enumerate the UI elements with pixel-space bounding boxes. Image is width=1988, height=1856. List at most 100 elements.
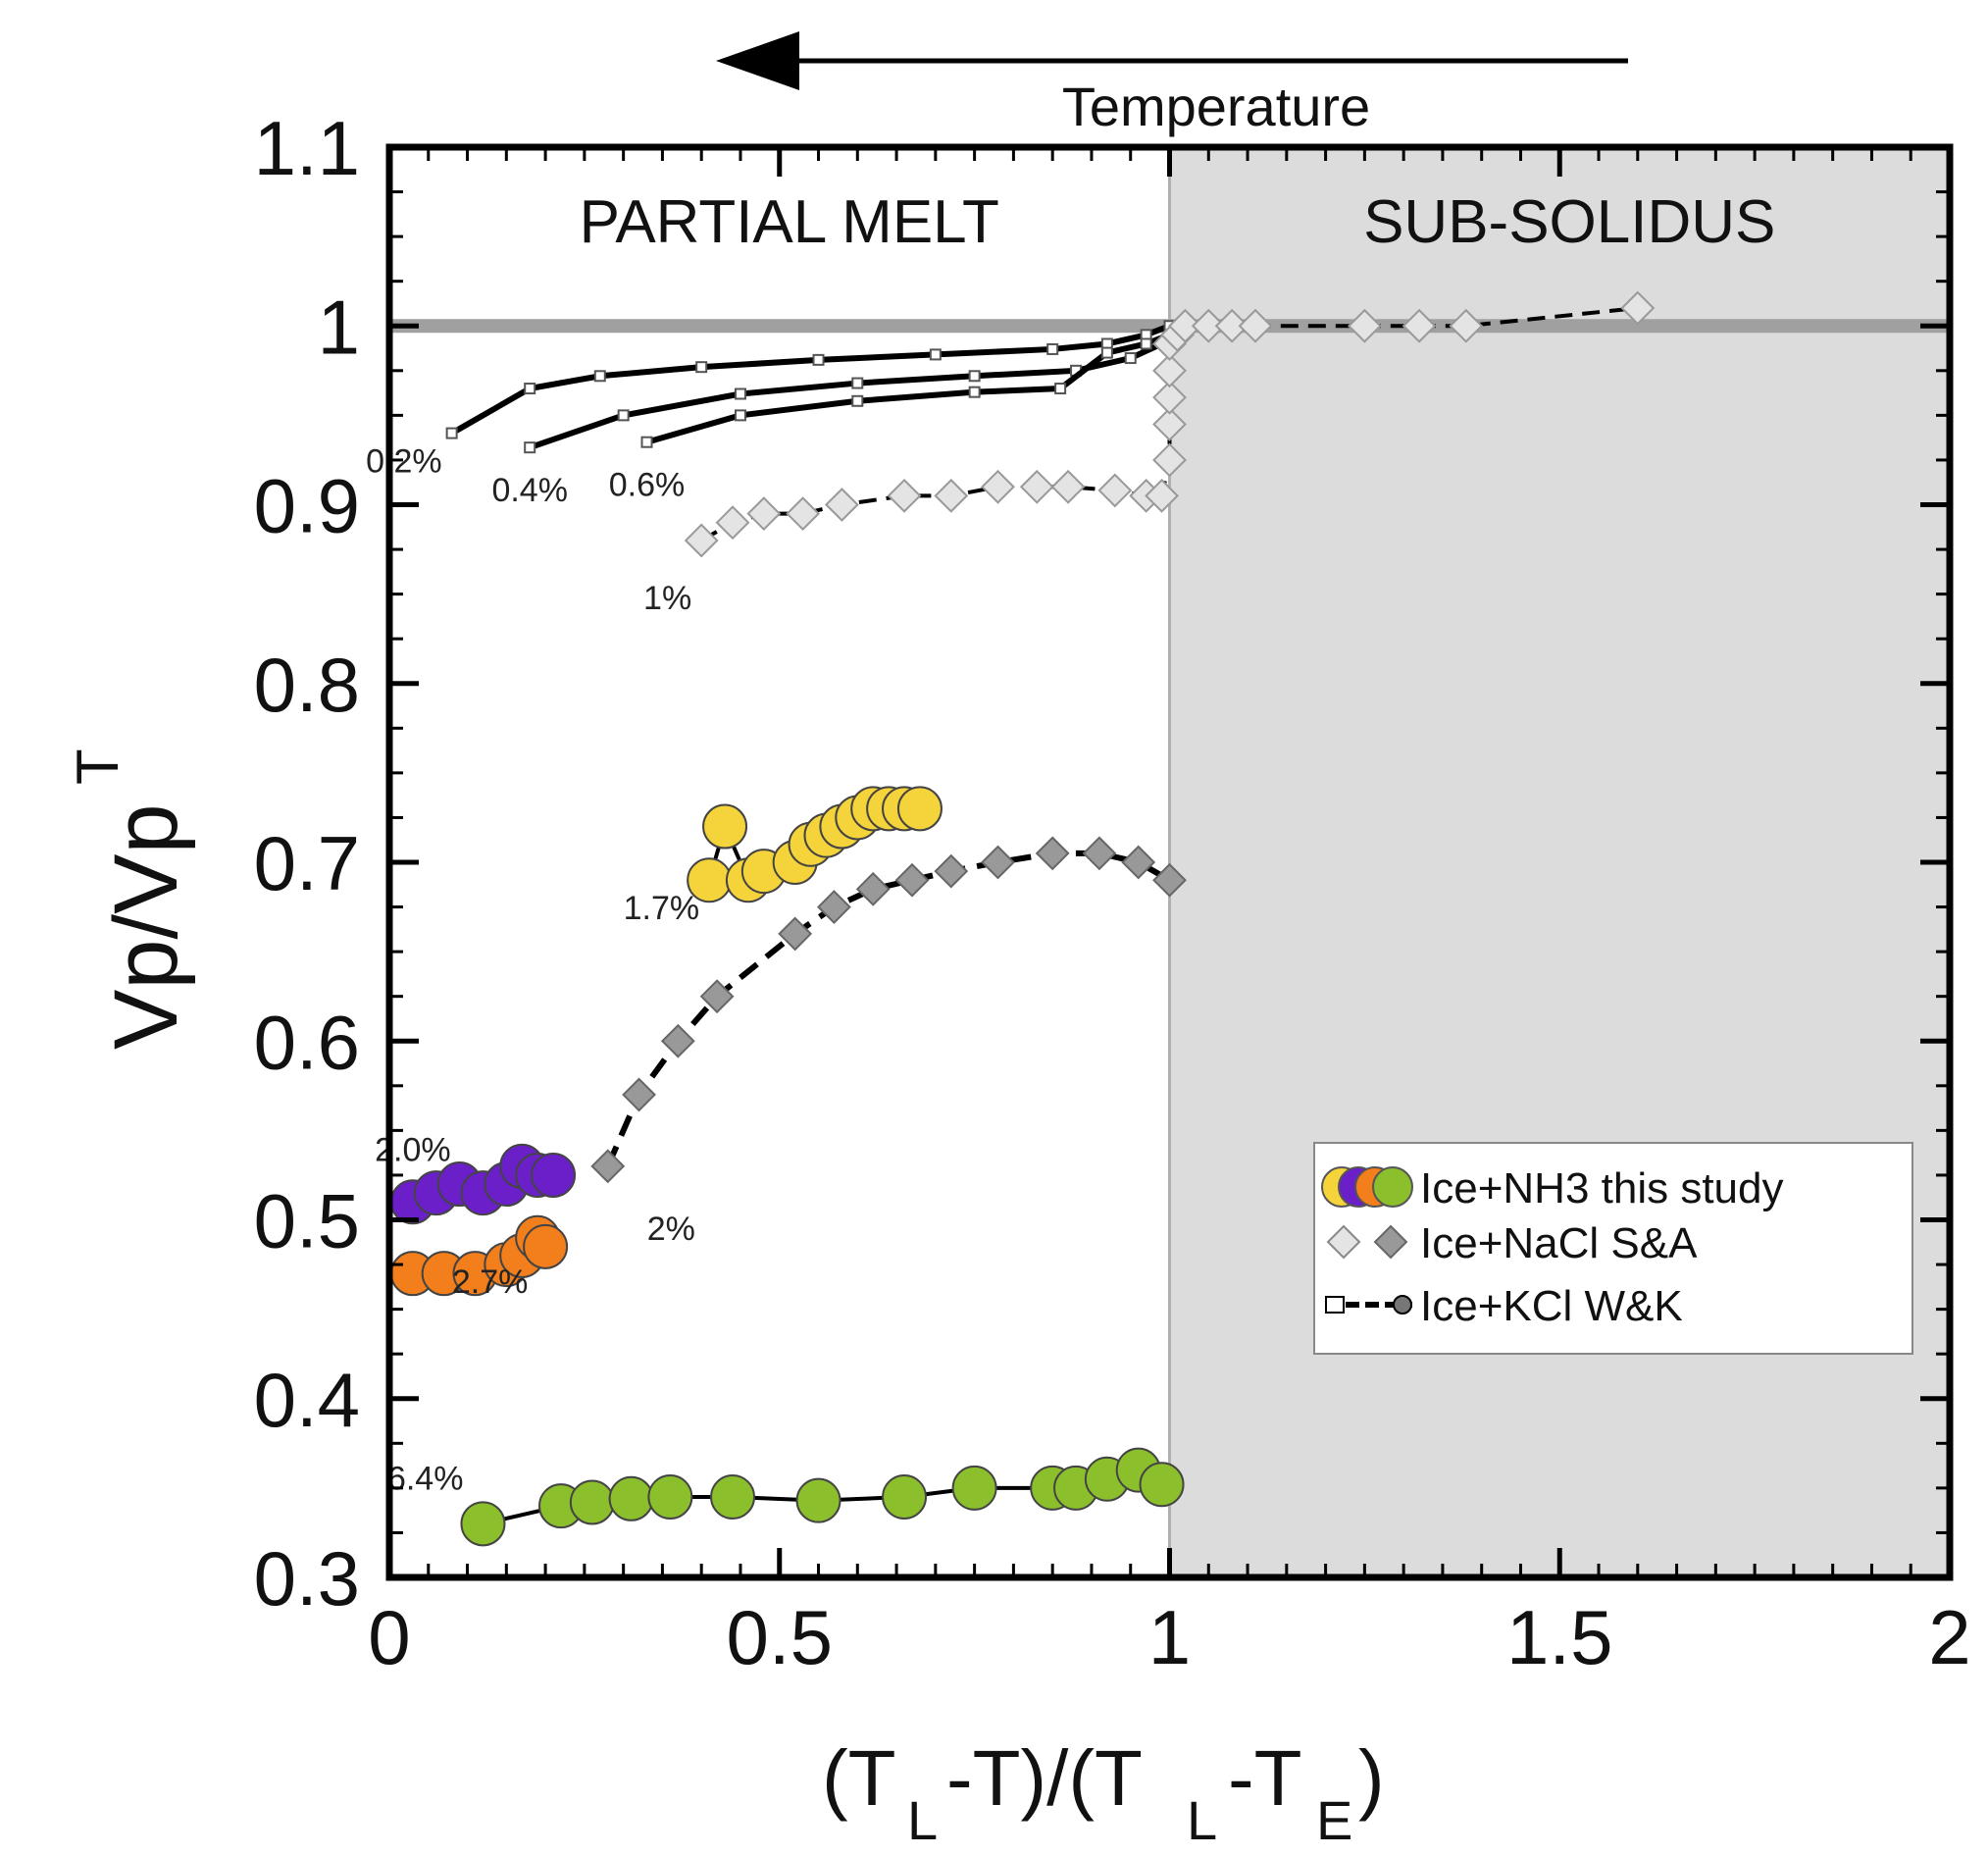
y-axis-title-sup: T — [65, 748, 130, 785]
legend-nacl-dark — [1373, 1224, 1408, 1260]
data-point-nacl-2--9 — [981, 845, 1015, 880]
ticks-layer: 0 0.5 1 1.5 2 0.3 0.4 0.5 0.6 0.7 0.8 0.9 1 1.1 — [254, 105, 1971, 1680]
data-point-kcl-0-6--4 — [1054, 383, 1067, 395]
y-tick-label-3: 0.6 — [254, 999, 360, 1085]
data-point-nacl-1--15 — [1152, 380, 1187, 415]
data-point-nacl-1--8 — [1019, 469, 1054, 504]
sub-solidus-region — [1169, 147, 1950, 1577]
data-point-kcl-0-2--0 — [445, 427, 458, 439]
data-point-nacl-2--6 — [855, 871, 891, 906]
temperature-arrow-head — [716, 31, 799, 90]
x-axis-title-part3: -T — [1228, 1734, 1302, 1822]
y-tick-label-0: 0.3 — [254, 1535, 360, 1622]
x-tick-label-3: 1.5 — [1506, 1594, 1612, 1680]
data-point-kcl-0-4--1 — [617, 409, 630, 422]
data-point-nh3-6-4--3 — [608, 1475, 654, 1521]
data-point-nacl-2--4 — [778, 916, 813, 952]
legend-kcl-dot — [1393, 1295, 1412, 1315]
series-label-nh3-6-4-: 6.4% — [387, 1460, 464, 1497]
x-axis-title-part2: -T)/(T — [946, 1734, 1143, 1822]
data-point-nacl-2--13 — [1152, 862, 1187, 898]
data-point-nh3-6-4--0 — [460, 1501, 506, 1547]
series-label-kcl-0-4-: 0.4% — [491, 472, 568, 509]
data-point-nacl-1--24 — [1402, 308, 1437, 343]
data-point-nacl-2--10 — [1035, 836, 1070, 871]
legend-nacl-light — [1326, 1224, 1361, 1260]
data-point-nacl-1--4 — [824, 488, 859, 522]
data-point-nacl-2--1 — [622, 1077, 656, 1112]
data-point-kcl-0-4--0 — [524, 441, 536, 454]
series-label-nacl-1-: 1% — [643, 580, 691, 617]
x-axis-title-part1: (T — [822, 1734, 896, 1822]
y-axis-title: Vp/Vp T — [65, 748, 196, 1050]
data-point-nacl-2--12 — [1121, 845, 1156, 880]
legend-kcl-square — [1325, 1296, 1345, 1314]
data-point-nh3-6-4--8 — [951, 1465, 997, 1511]
legend-label-nh3: Ice+NH3 this study — [1420, 1164, 1784, 1212]
data-point-nacl-2--7 — [894, 862, 930, 898]
y-tick-label-5: 0.8 — [254, 642, 360, 728]
data-point-nacl-1--25 — [1449, 308, 1484, 343]
series-label-nacl-2-: 2% — [647, 1211, 695, 1248]
legend-marker-nacl — [1326, 1224, 1408, 1260]
data-point-nacl-2--0 — [590, 1149, 626, 1184]
data-point-nacl-1--10 — [1097, 473, 1133, 508]
data-point-nh3-6-4--13 — [1139, 1462, 1185, 1508]
data-point-nh3-6-4--5 — [710, 1473, 756, 1520]
region-label-partial-melt: PARTIAL MELT — [580, 188, 999, 256]
data-point-nacl-1--26 — [1620, 290, 1656, 326]
data-point-nacl-1--22 — [1238, 308, 1273, 343]
y-tick-label-8: 1.1 — [254, 105, 360, 191]
data-point-kcl-0-2--1 — [524, 383, 536, 395]
legend-marker-nh3 — [1321, 1166, 1413, 1208]
data-point-kcl-0-6--5 — [1100, 346, 1113, 359]
data-point-nh3-1-7--12 — [896, 786, 943, 832]
x-tick-label-2: 1 — [1148, 1594, 1191, 1680]
legend-nh3-green — [1372, 1166, 1413, 1208]
data-point-nacl-1--16 — [1152, 353, 1187, 388]
data-point-nacl-2--8 — [934, 853, 969, 889]
x-axis-title-sub-l1: L — [907, 1789, 938, 1851]
data-point-kcl-0-6--0 — [640, 436, 653, 448]
data-point-nacl-1--20 — [1191, 308, 1226, 343]
data-point-kcl-0-2--5 — [929, 348, 942, 361]
y-tick-label-6: 0.9 — [254, 463, 360, 549]
data-point-nacl-2--2 — [660, 1023, 695, 1058]
data-point-nacl-2--3 — [699, 979, 735, 1014]
data-point-nh3-2-7--6 — [523, 1223, 569, 1269]
y-tick-label-7: 1 — [318, 284, 360, 370]
data-point-nacl-1--0 — [684, 523, 719, 558]
data-point-kcl-0-4--4 — [968, 370, 981, 383]
legend-label-kcl: Ice+KCl W&K — [1420, 1282, 1683, 1330]
data-point-kcl-0-2--4 — [812, 353, 825, 366]
x-tick-label-0: 0 — [368, 1594, 410, 1680]
legend: Ice+NH3 this study Ice+NaCl S&A Ice+KCl … — [1313, 1142, 1913, 1355]
x-axis-title: (T L -T)/(T L -T E ) — [822, 1734, 1385, 1851]
series-label-nh3-2-7-: 2.7% — [452, 1263, 529, 1301]
y-tick-label-2: 0.5 — [254, 1178, 360, 1264]
data-point-nacl-1--6 — [934, 478, 969, 513]
legend-marker-kcl — [1325, 1295, 1412, 1315]
x-axis-title-sub-e: E — [1316, 1789, 1352, 1851]
data-point-kcl-0-4--3 — [851, 377, 864, 389]
data-point-nacl-1--23 — [1347, 308, 1382, 343]
data-point-kcl-0-6--1 — [734, 409, 746, 422]
series-label-kcl-0-6-: 0.6% — [609, 467, 686, 504]
data-point-nacl-1--2 — [746, 496, 782, 532]
data-point-kcl-0-6--6 — [1140, 337, 1152, 350]
series-layer: 0.2%0.4% 0.6%1%2%1.7%2.0%2.7%6.4% — [366, 290, 1656, 1547]
x-axis-title-part4: ) — [1358, 1734, 1385, 1822]
data-point-nacl-1--21 — [1214, 308, 1249, 343]
data-point-kcl-0-2--6 — [1046, 342, 1059, 355]
data-point-nacl-1--3 — [786, 496, 821, 532]
data-point-nacl-1--12 — [1145, 478, 1179, 513]
data-point-nacl-2--11 — [1082, 836, 1117, 871]
data-point-nacl-1--1 — [715, 505, 750, 541]
data-point-nh3-2-0--7 — [531, 1152, 577, 1198]
data-point-kcl-0-6--3 — [968, 386, 981, 398]
x-tick-label-4: 2 — [1928, 1594, 1970, 1680]
data-point-nacl-1--9 — [1050, 469, 1086, 504]
data-point-kcl-0-4--6 — [1124, 352, 1137, 365]
series-line-kcl-0-6- — [645, 332, 1171, 445]
